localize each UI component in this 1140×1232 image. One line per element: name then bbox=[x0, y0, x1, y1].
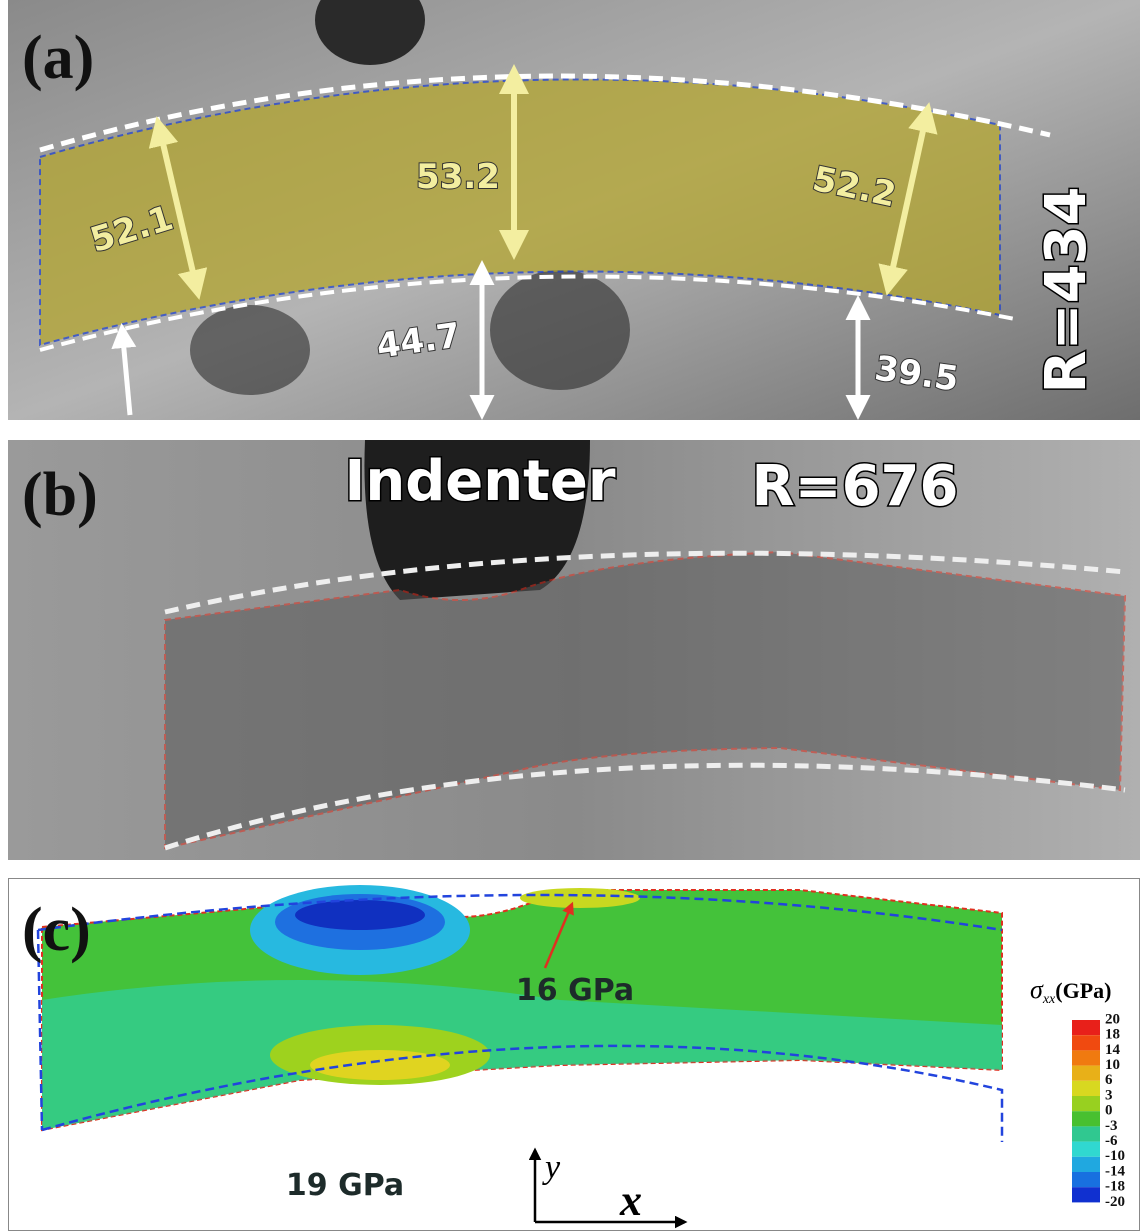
colorbar-tick: -3 bbox=[1105, 1118, 1118, 1134]
panel-b: Indenter R=676 (b) bbox=[8, 440, 1140, 860]
colorbar-segment bbox=[1072, 1050, 1100, 1065]
colorbar-tick: 20 bbox=[1105, 1011, 1120, 1027]
subscript: xx bbox=[1042, 992, 1056, 1007]
stress-field bbox=[295, 900, 425, 930]
grain bbox=[490, 270, 630, 390]
unit: (GPa) bbox=[1055, 978, 1111, 1003]
measurement: 53.2 bbox=[416, 157, 500, 197]
radius: R=676 bbox=[752, 454, 959, 519]
grain bbox=[190, 305, 310, 395]
colorbar-tick: -6 bbox=[1105, 1133, 1118, 1149]
colorbar-title: σxx(GPa) bbox=[1030, 975, 1111, 1007]
colorbar-segment bbox=[1072, 1111, 1100, 1126]
stress-label: 16 GPa bbox=[516, 973, 634, 1008]
axis-label: x bbox=[619, 1176, 642, 1225]
panel-label: (c) bbox=[22, 896, 91, 964]
panel-label: (a) bbox=[22, 24, 94, 92]
colorbar-tick: -10 bbox=[1105, 1148, 1125, 1164]
panel-label: (b) bbox=[22, 461, 98, 529]
colorbar-tick: 3 bbox=[1105, 1087, 1113, 1103]
colorbar-tick: 6 bbox=[1105, 1072, 1113, 1088]
panel-a: 52.1 53.2 52.2 44.7 39.5 R=434 (a) bbox=[8, 0, 1140, 420]
colorbar-segment bbox=[1072, 1142, 1100, 1157]
colorbar-tick: 14 bbox=[1105, 1042, 1121, 1058]
colorbar-tick: 0 bbox=[1105, 1103, 1113, 1119]
colorbar-segment bbox=[1072, 1020, 1100, 1035]
colorbar-segment bbox=[1072, 1172, 1100, 1187]
colorbar-tick: -14 bbox=[1105, 1163, 1125, 1179]
colorbar-tick: -18 bbox=[1105, 1179, 1125, 1195]
panel-c: 16 GPa 19 GPa y x σxx(GPa) 20181410630-3… bbox=[9, 879, 1140, 1231]
colorbar-tick: -20 bbox=[1105, 1194, 1125, 1210]
radius: R=434 bbox=[1034, 187, 1099, 394]
colorbar-segment bbox=[1072, 1096, 1100, 1111]
colorbar-tick: 18 bbox=[1105, 1027, 1120, 1043]
stress-label: 19 GPa bbox=[286, 1168, 404, 1203]
colorbar-segment bbox=[1072, 1157, 1100, 1172]
colorbar-segment bbox=[1072, 1187, 1100, 1202]
colorbar-segment bbox=[1072, 1066, 1100, 1081]
stress-field bbox=[520, 888, 640, 908]
colorbar-segment bbox=[1072, 1035, 1100, 1050]
colorbar-tick: 10 bbox=[1105, 1057, 1120, 1073]
figure: 52.1 53.2 52.2 44.7 39.5 R=434 (a) Inden… bbox=[0, 0, 1140, 1232]
colorbar-segment bbox=[1072, 1126, 1100, 1141]
colorbar-segment bbox=[1072, 1081, 1100, 1096]
indenter-label: Indenter bbox=[344, 449, 615, 514]
axis-label: y bbox=[542, 1149, 561, 1186]
